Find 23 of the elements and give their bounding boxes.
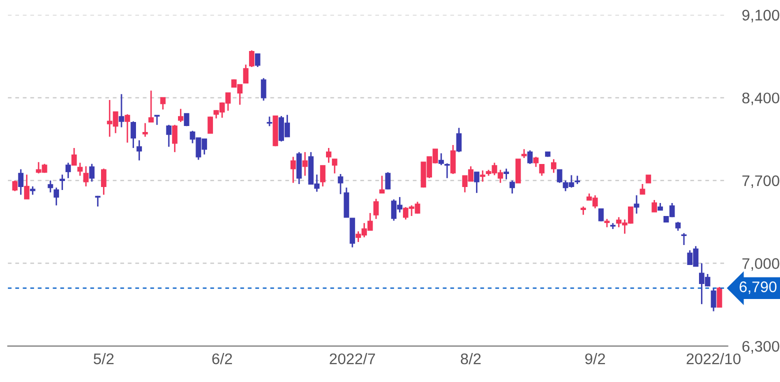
y-tick-label: 9,100 — [742, 10, 780, 22]
x-tick-label: 2022/10 — [686, 353, 741, 364]
x-tick-label: 9/2 — [585, 353, 605, 364]
candlestick — [480, 170, 486, 182]
y-tick-label: 7,700 — [742, 175, 780, 188]
candlestick — [272, 114, 278, 147]
x-tick-label: 5/2 — [94, 353, 114, 364]
candlestick — [504, 168, 509, 180]
x-tick-label: 2022/7 — [330, 353, 375, 364]
y-tick-label: 7,000 — [742, 258, 780, 271]
ref-line-label: 6,790 — [740, 281, 776, 294]
candlestick — [208, 116, 213, 134]
candlestick — [545, 151, 550, 158]
x-tick-label: 6/2 — [212, 353, 232, 364]
x-tick-label: 8/2 — [460, 353, 481, 364]
candlestick — [646, 174, 652, 184]
candlestick — [580, 206, 586, 216]
candlestick — [142, 122, 148, 138]
candlestick — [184, 112, 190, 127]
candlestick — [515, 158, 521, 184]
y-tick-label: 8,400 — [742, 92, 780, 106]
candlestick — [598, 208, 604, 222]
y-tick-label: 6,300 — [742, 340, 780, 354]
